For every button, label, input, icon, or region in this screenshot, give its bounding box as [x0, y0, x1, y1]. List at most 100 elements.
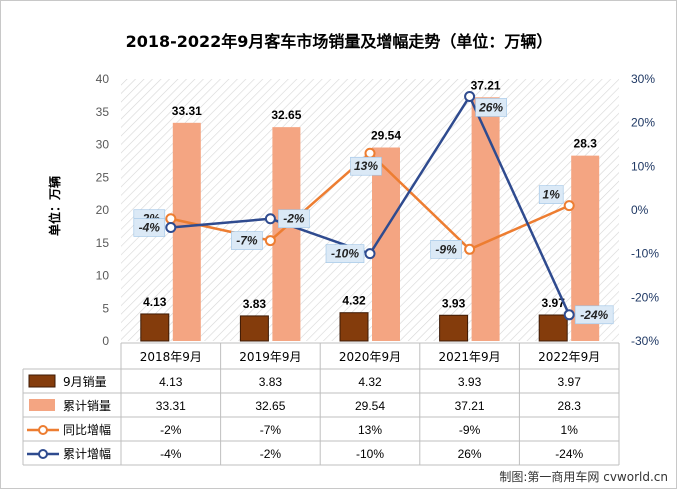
table-cell: -2%: [260, 447, 282, 461]
left-tick-label: 25: [96, 170, 110, 184]
growth-label: -2%: [283, 212, 305, 226]
table-cell: -7%: [260, 423, 282, 437]
bar-value-label: 3.93: [442, 296, 466, 310]
bar-value-label: 3.83: [243, 297, 267, 311]
bar-value-label: 29.54: [371, 129, 401, 143]
table-cell: -10%: [356, 447, 384, 461]
bar-value-label: 37.21: [471, 78, 501, 92]
growth-label-box: [133, 218, 166, 237]
table-cell: 29.54: [355, 399, 385, 413]
category-label: 2019年9月: [239, 350, 301, 364]
growth-label-box: [538, 185, 564, 204]
y-axis-label: 单位：万辆: [47, 176, 62, 236]
growth-label-box: [574, 305, 614, 325]
line-marker: [563, 309, 575, 321]
growth-label: -4%: [139, 220, 161, 234]
bar-cumulative: [471, 97, 500, 341]
left-tick-label: 35: [96, 105, 110, 119]
left-tick-label: 0: [102, 334, 109, 348]
legend-marker: [38, 449, 48, 459]
legend-label: 同比增幅: [63, 422, 111, 437]
left-tick-label: 20: [96, 203, 110, 217]
table-cell: -2%: [160, 423, 182, 437]
left-tick-label: 10: [96, 269, 110, 283]
left-tick-label: 40: [96, 72, 110, 86]
legend-label: 累计销量: [63, 399, 111, 413]
table-cell: 13%: [358, 423, 382, 437]
category-label: 2018年9月: [140, 350, 202, 364]
right-axis-ticks: -30% -20% -10% 0% 10% 20% 30%: [631, 72, 659, 348]
table-cell: 4.32: [358, 375, 382, 389]
table-cell: 26%: [458, 447, 482, 461]
left-axis-ticks: 0 5 10 15 20 25 30 35 40: [96, 72, 110, 348]
table-cell: 32.65: [255, 399, 285, 413]
data-table: 2018年9月 2019年9月 2020年9月 2021年9月 2022年9月 9月销量 4…: [22, 342, 620, 466]
table-cell: 37.21: [455, 399, 485, 413]
legend-swatch: [28, 374, 56, 388]
growth-label-box: [475, 98, 507, 117]
growth-label: 26%: [478, 100, 503, 114]
growth-label-box: [325, 244, 365, 263]
table-cell: 3.93: [458, 375, 482, 389]
bar-value-label: 4.13: [143, 295, 167, 309]
left-tick-label: 5: [102, 301, 109, 315]
legend-label: 9月销量: [63, 375, 107, 389]
line-marker: [364, 147, 376, 159]
right-tick-label: -30%: [631, 334, 659, 348]
chart-title: 2018-2022年9月客车市场销量及增幅走势（单位：万辆）: [126, 32, 553, 51]
bar-cumulative: [172, 122, 201, 342]
bar-value-label: 3.97: [542, 296, 566, 310]
right-tick-label: 10%: [631, 159, 655, 173]
category-label: 2021年9月: [439, 350, 501, 364]
bar-monthly: [439, 314, 469, 342]
left-tick-label: 30: [96, 138, 110, 152]
bar-monthly: [538, 314, 568, 342]
bar-monthly: [239, 315, 269, 342]
bar-monthly: [339, 312, 369, 342]
plot-area: [121, 79, 619, 341]
table-cell: 28.3: [558, 399, 582, 413]
table-cell: 3.83: [259, 375, 283, 389]
table-cell: -4%: [160, 447, 182, 461]
bars: 4.13 3.83 4.32 3.93 3.97 33.31 32.65 29.54 37.21…: [140, 78, 600, 342]
table-cell: 3.97: [558, 375, 582, 389]
legend-label: 累计增幅: [63, 446, 111, 461]
growth-label-box: [231, 231, 263, 250]
lines: -2%-7%13%-9%1%-4%-2%-10%26%-24%: [133, 90, 614, 325]
right-tick-label: 30%: [631, 72, 655, 86]
line-marker: [563, 200, 575, 212]
table-cell: 33.31: [156, 399, 186, 413]
bar-monthly: [140, 313, 170, 342]
growth-label: -7%: [236, 234, 258, 248]
growth-label-box: [350, 156, 382, 176]
line-marker: [264, 235, 276, 247]
line-marker: [464, 90, 476, 102]
right-tick-label: 20%: [631, 116, 655, 130]
line-marker: [165, 221, 177, 233]
line-marker: [364, 248, 376, 260]
growth-label: -24%: [580, 308, 608, 322]
bar-value-label: 28.3: [574, 137, 598, 151]
legend-swatch: [29, 399, 55, 411]
legend-marker: [38, 425, 48, 435]
category-label: 2020年9月: [339, 350, 401, 364]
line-marker: [165, 213, 177, 225]
table-cell: 4.13: [159, 375, 183, 389]
right-tick-label: -10%: [631, 247, 659, 261]
growth-label: 1%: [543, 188, 561, 202]
bar-value-label: 33.31: [172, 104, 202, 118]
growth-label: -10%: [331, 247, 359, 261]
source-credit: 制图:第一商用车网 cvworld.cn: [499, 469, 668, 484]
growth-label-box: [430, 240, 462, 259]
table-cell: -24%: [555, 447, 583, 461]
right-tick-label: 0%: [631, 203, 649, 217]
growth-label: 13%: [354, 159, 378, 173]
bar-value-label: 4.32: [342, 294, 366, 308]
left-tick-label: 15: [96, 236, 110, 250]
growth-label: -9%: [435, 242, 457, 256]
right-tick-label: -20%: [631, 290, 659, 304]
line-marker: [464, 243, 476, 255]
bar-value-label: 32.65: [271, 108, 301, 122]
line-marker: [264, 213, 276, 225]
